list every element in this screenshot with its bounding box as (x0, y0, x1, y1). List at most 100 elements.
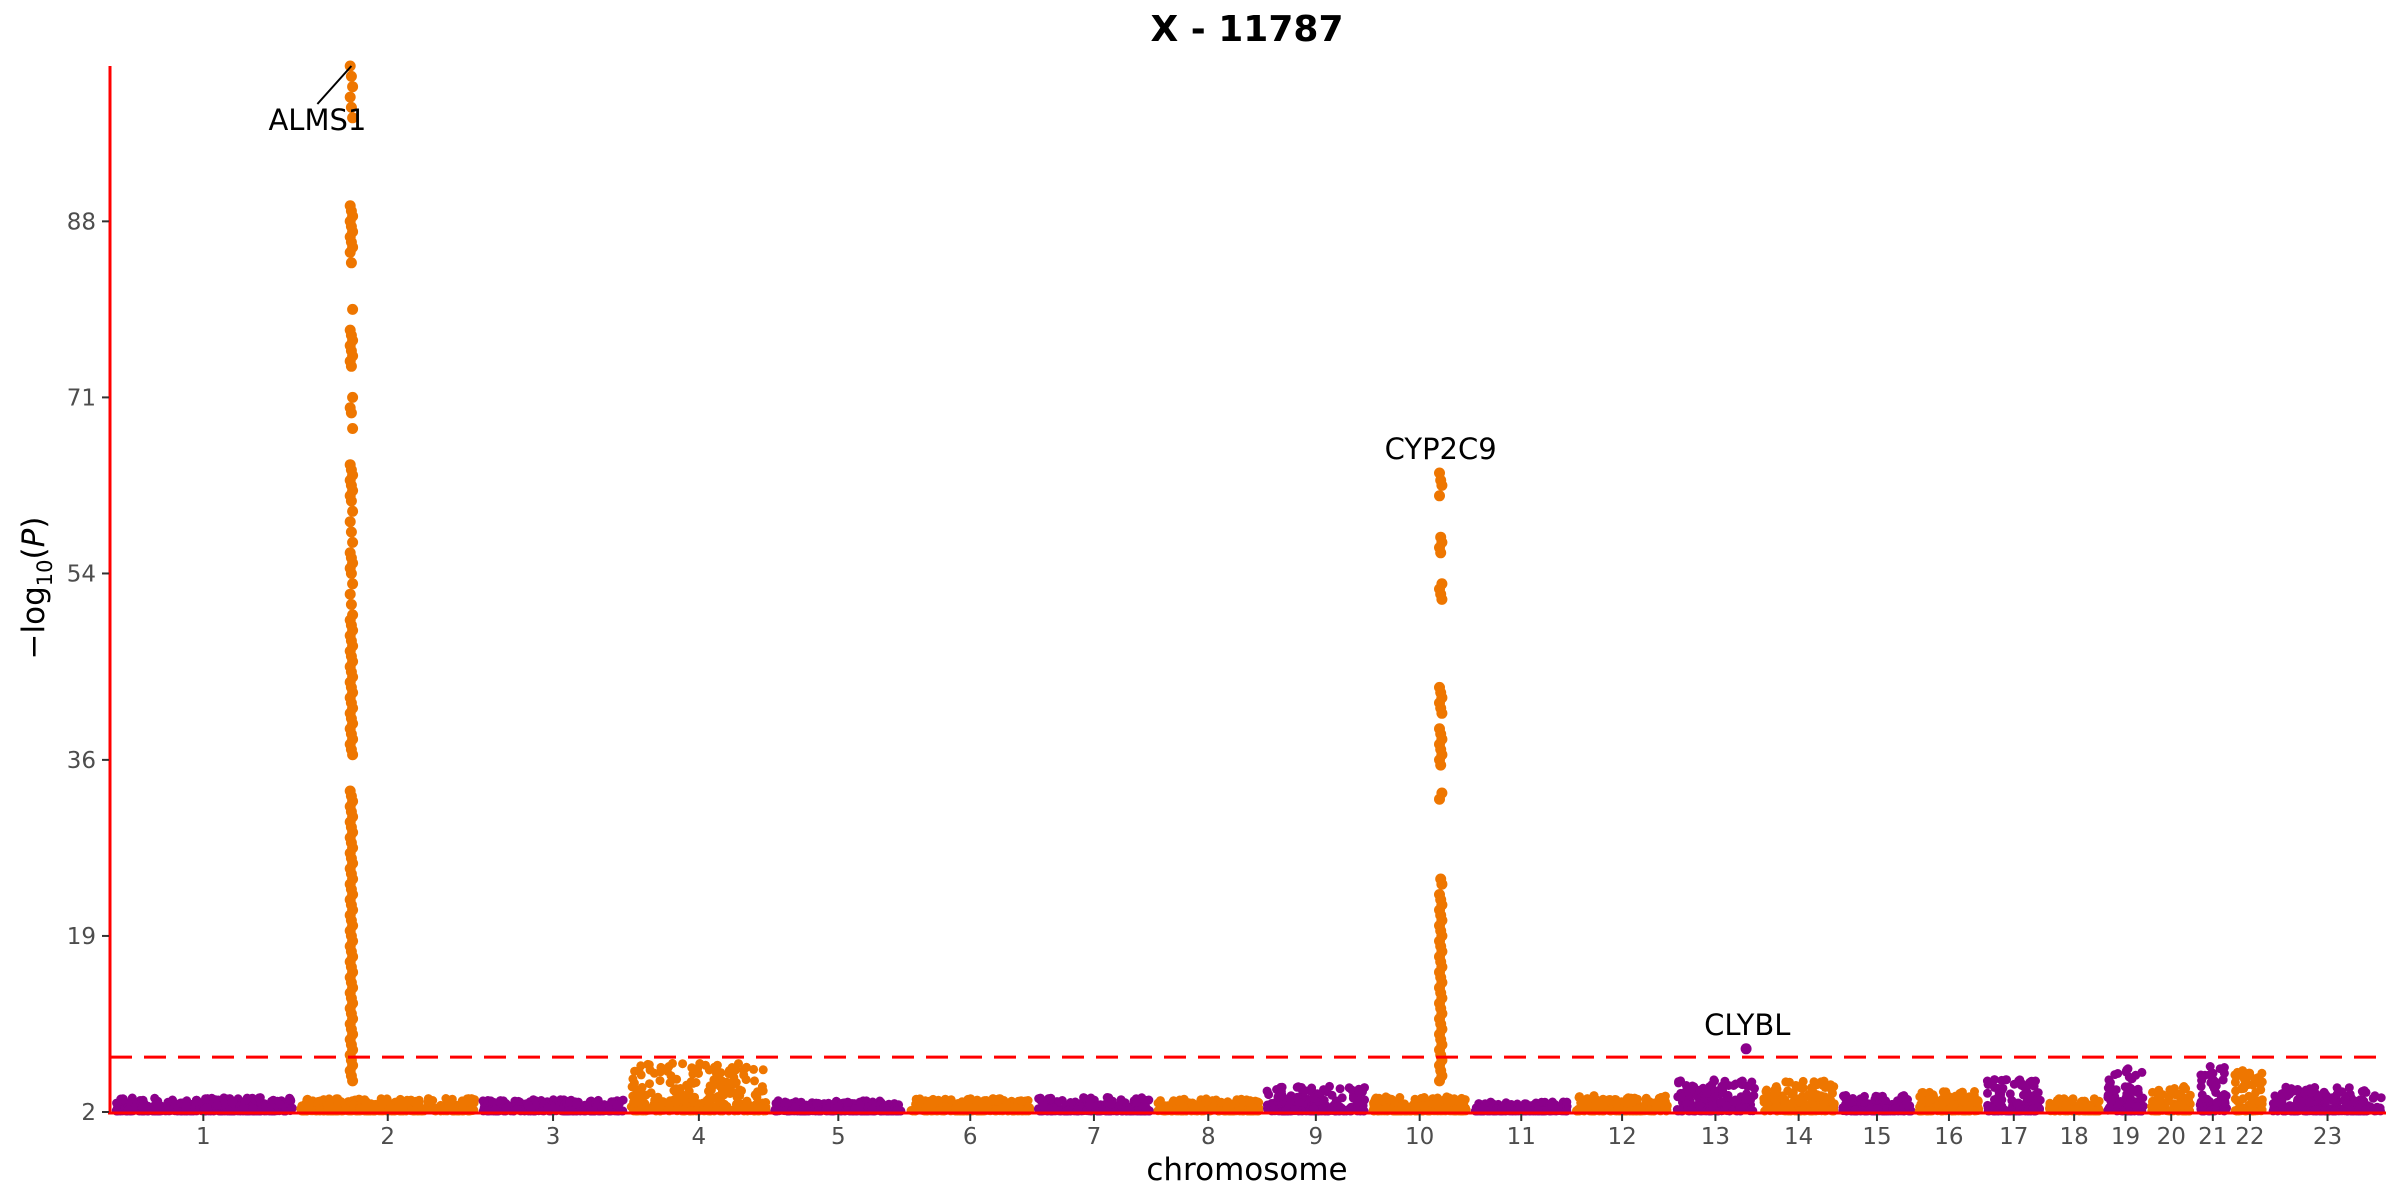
data-point (1829, 1099, 1839, 1109)
data-point (1373, 1103, 1383, 1113)
peak-data-point (347, 112, 359, 124)
data-point (2184, 1096, 2194, 1105)
peak-data-point (344, 588, 356, 600)
data-point (666, 1071, 676, 1081)
peak-data-point (347, 303, 359, 315)
data-point (2054, 1099, 2063, 1108)
data-point (127, 1093, 137, 1103)
data-point (1264, 1090, 1274, 1100)
data-point (2253, 1096, 2263, 1106)
data-point (724, 1069, 734, 1079)
data-point (1300, 1086, 1310, 1096)
data-point (1762, 1085, 1772, 1095)
data-point (2177, 1100, 2187, 1110)
data-point (634, 1066, 644, 1076)
data-point (287, 1103, 297, 1113)
data-point (2205, 1070, 2215, 1080)
chromosome-20-points (2147, 1082, 2195, 1116)
data-point (1993, 1083, 2003, 1093)
data-point (2001, 1075, 2011, 1085)
data-point (758, 1065, 768, 1075)
data-point (2014, 1076, 2024, 1086)
data-point (1924, 1095, 1934, 1105)
data-point (1780, 1098, 1790, 1107)
chromosome-13-points (1672, 1075, 1759, 1116)
data-point (2244, 1068, 2254, 1078)
data-point (933, 1095, 943, 1105)
data-point (2270, 1091, 2280, 1101)
data-point (1717, 1081, 1727, 1091)
chromosome-14-points (1759, 1076, 1839, 1116)
data-point (1729, 1081, 1739, 1090)
data-point (2257, 1068, 2267, 1078)
data-point (1497, 1104, 1507, 1114)
peak-data-point (347, 391, 359, 403)
data-point (669, 1086, 679, 1095)
peak-data-point (345, 257, 357, 269)
peak-data-point (345, 495, 357, 507)
data-point (1547, 1100, 1557, 1110)
chromosome-22-points (2230, 1066, 2267, 1116)
data-point (2246, 1093, 2256, 1102)
data-point (1785, 1077, 1794, 1087)
data-point (341, 1104, 351, 1114)
data-point (254, 1093, 264, 1103)
data-point (1319, 1095, 1329, 1105)
data-point (1337, 1093, 1347, 1103)
data-point (1682, 1084, 1692, 1094)
peak-data-point (345, 568, 357, 579)
data-point (821, 1104, 831, 1114)
data-point (1294, 1097, 1304, 1107)
y-axis-title: −log10(P) (16, 517, 57, 660)
data-point (2153, 1091, 2163, 1101)
peak-data-point (345, 407, 357, 419)
data-point (2285, 1089, 2295, 1099)
data-point (1983, 1080, 1993, 1089)
data-point (1845, 1097, 1855, 1107)
data-point (1902, 1096, 1911, 1105)
data-point (2232, 1096, 2242, 1106)
data-point (780, 1097, 790, 1107)
data-point (2361, 1087, 2371, 1097)
data-point (703, 1103, 713, 1113)
data-point (2292, 1085, 2302, 1095)
peak-data-point (347, 423, 359, 434)
data-point (2304, 1097, 2314, 1107)
peak-data-point (345, 70, 357, 82)
data-point (1583, 1102, 1593, 1112)
data-point (1695, 1101, 1704, 1111)
data-point (414, 1099, 424, 1109)
data-point (1216, 1097, 1226, 1107)
data-point (2110, 1070, 2120, 1080)
data-point (1865, 1104, 1875, 1114)
data-point (2313, 1092, 2323, 1102)
data-point (1106, 1099, 1116, 1109)
data-point (731, 1065, 741, 1075)
data-point (512, 1104, 522, 1114)
data-point (665, 1078, 675, 1088)
data-point (1597, 1101, 1606, 1111)
data-point (2256, 1085, 2266, 1095)
data-points (111, 60, 2386, 1116)
data-point (1034, 1094, 1044, 1104)
data-point (1140, 1101, 1150, 1111)
data-point (390, 1104, 400, 1114)
data-point (1812, 1092, 1822, 1102)
data-point (526, 1104, 536, 1114)
data-point (1707, 1080, 1717, 1090)
data-point (1226, 1100, 1236, 1110)
data-point (1633, 1094, 1643, 1104)
data-point (2121, 1066, 2131, 1076)
peak-data-point (347, 505, 359, 517)
data-point (2342, 1099, 2352, 1109)
chromosome-8-points (1153, 1094, 1264, 1116)
chart-title: X - 11787 (1150, 9, 1343, 50)
data-point (1682, 1099, 1692, 1109)
data-point (543, 1103, 553, 1113)
data-point (2104, 1075, 2114, 1085)
data-point (750, 1076, 759, 1086)
data-point (1348, 1093, 1358, 1103)
data-point (1384, 1094, 1394, 1104)
data-point (2231, 1086, 2241, 1096)
data-point (739, 1065, 749, 1075)
